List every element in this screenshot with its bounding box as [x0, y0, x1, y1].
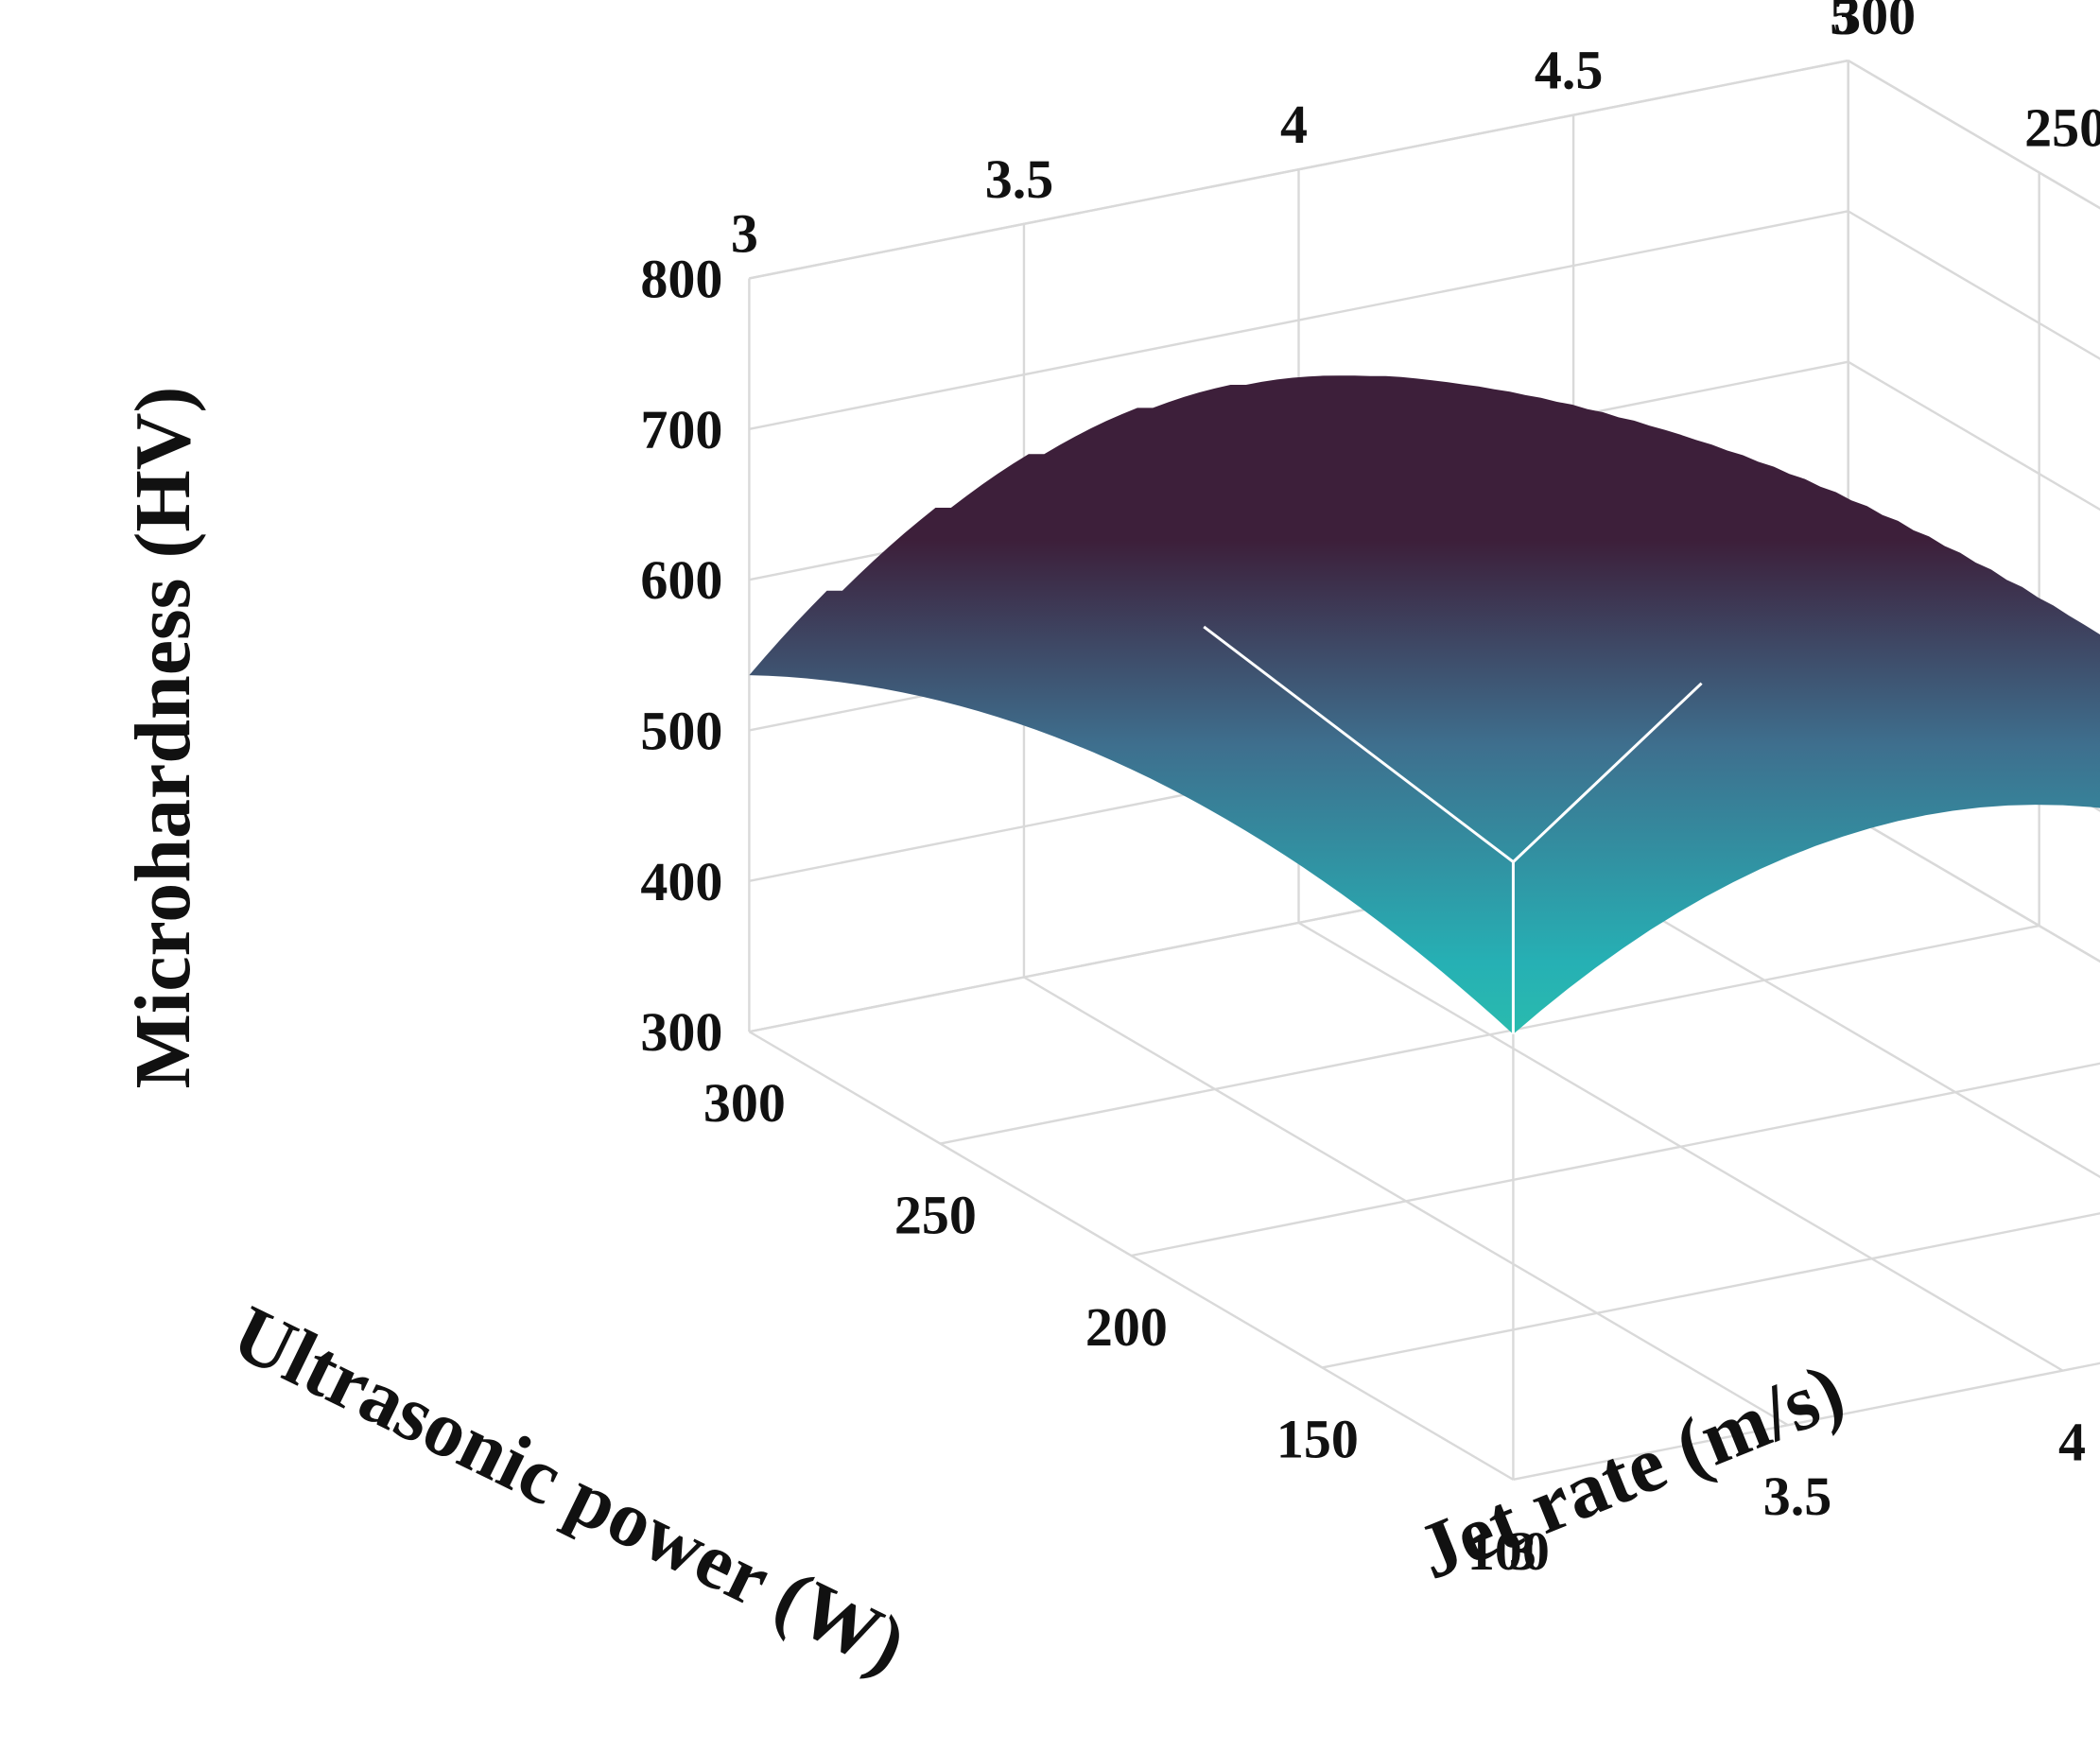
jet-tick-top: 3.5 — [985, 148, 1054, 210]
grid-line — [1297, 921, 2064, 1372]
power-tick-bottom: 150 — [1276, 1408, 1359, 1469]
power-tick-bottom: 200 — [1085, 1296, 1168, 1358]
jet-tick-bottom: 3.5 — [1763, 1466, 1832, 1527]
grid-line — [749, 210, 1848, 430]
z-tick-left: 300 — [640, 1001, 722, 1063]
z-tick-left: 800 — [640, 248, 722, 309]
grid-line — [1023, 976, 1789, 1427]
grid-line — [1131, 1062, 2100, 1258]
tick-labels: 8007006005004003008007006005004003003002… — [640, 0, 2100, 1582]
grid-line — [1848, 812, 2100, 963]
grid-line — [748, 1031, 1515, 1481]
grid-line — [1848, 59, 2100, 210]
z-tick-left: 500 — [640, 700, 722, 761]
surface-layer — [749, 375, 2100, 1034]
top-edge-line — [1203, 625, 1515, 863]
top-edge-line — [1512, 682, 1703, 863]
power-tick-bottom: 100 — [1467, 1520, 1550, 1582]
x-axis-label: Ultrasonic power (W) — [219, 1289, 919, 1690]
power-tick-bottom: 250 — [894, 1185, 977, 1246]
z-tick-left: 600 — [640, 549, 722, 611]
z-tick-left: 700 — [640, 399, 722, 460]
grid-line — [749, 59, 1848, 280]
jet-tick-top: 5 — [1830, 0, 1857, 46]
jet-tick-bottom: 4 — [2058, 1412, 2086, 1473]
power-tick-bottom: 300 — [703, 1072, 786, 1134]
jet-tick-top: 4 — [1280, 94, 1308, 155]
z-axis-label: Microhardness (HV) — [119, 387, 207, 1089]
grid-line — [1848, 812, 2100, 963]
jet-tick-top: 3 — [731, 202, 758, 264]
grid-line — [1322, 1212, 2100, 1369]
grid-line — [1848, 360, 2100, 512]
power-tick-top: 250 — [2024, 96, 2100, 158]
response-surface — [749, 375, 2100, 1034]
jet-tick-bottom: 3 — [1509, 1520, 1536, 1582]
grid-line — [1848, 210, 2100, 360]
grid-line — [1572, 867, 2100, 1179]
jet-tick-top: 4.5 — [1535, 40, 1604, 101]
z-tick-left: 400 — [640, 851, 722, 912]
power-tick-top: 300 — [1833, 0, 1916, 46]
